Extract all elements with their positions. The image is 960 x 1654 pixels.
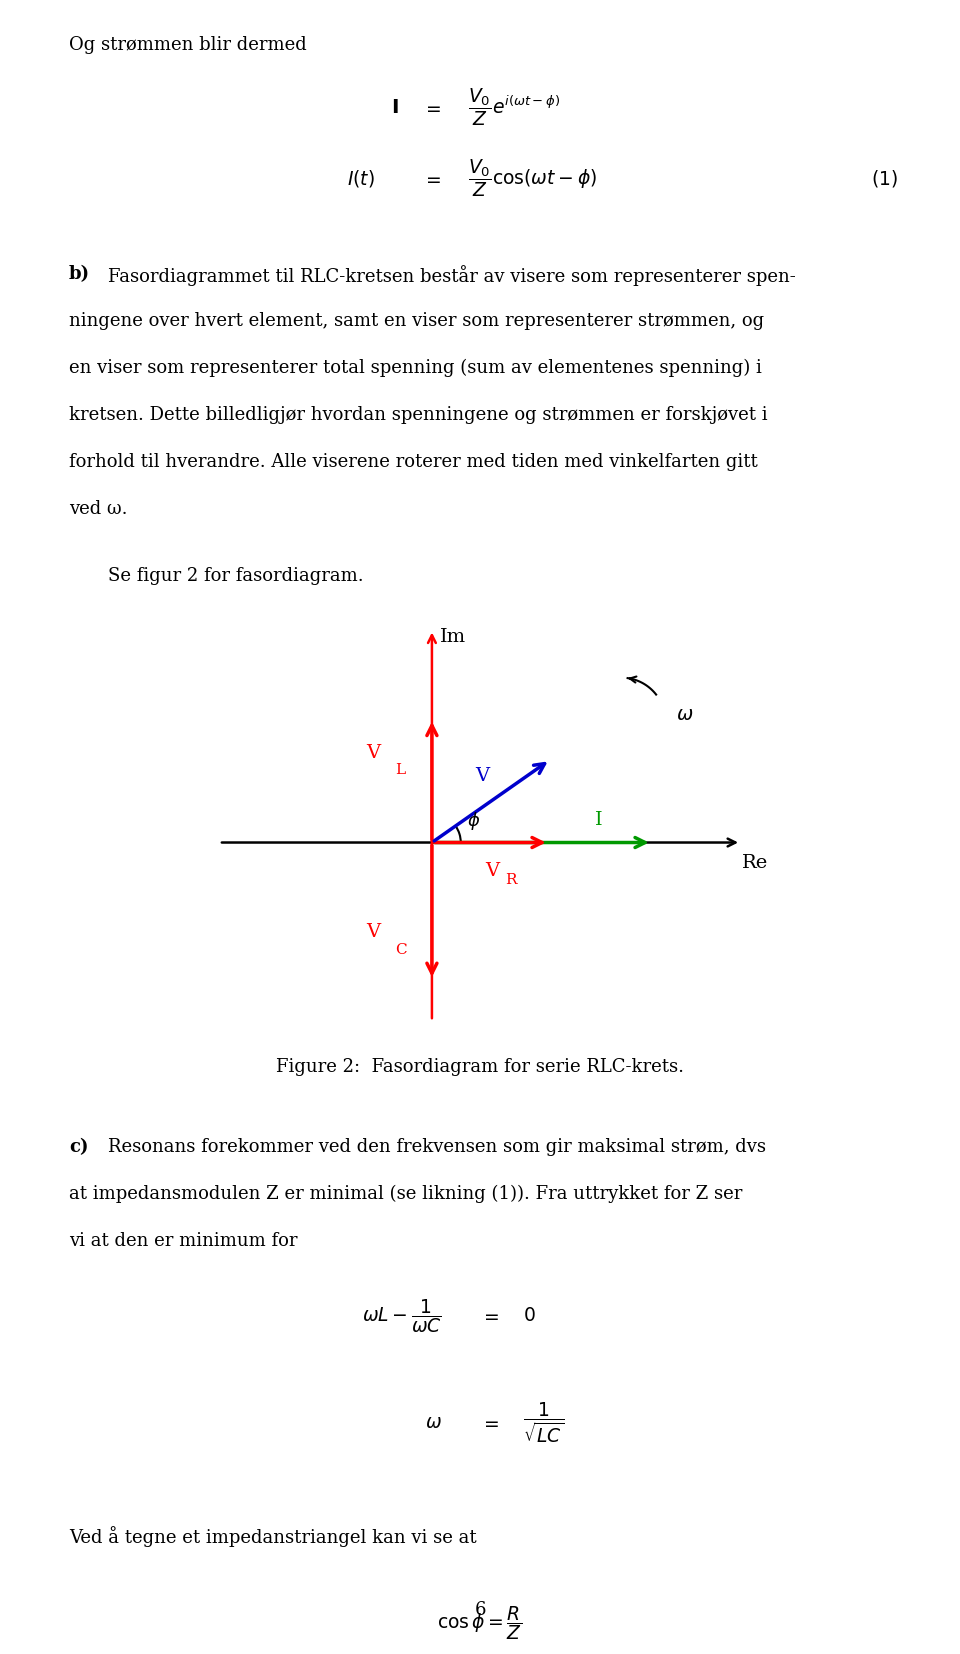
Text: c): c): [69, 1138, 88, 1156]
Text: b): b): [69, 265, 90, 283]
Text: $I(t)$: $I(t)$: [347, 169, 374, 189]
Text: forhold til hverandre. Alle viserene roterer med tiden med vinkelfarten gitt: forhold til hverandre. Alle viserene rot…: [69, 453, 757, 471]
Text: en viser som representerer total spenning (sum av elementenes spenning) i: en viser som representerer total spennin…: [69, 359, 762, 377]
Text: L: L: [395, 762, 405, 777]
Text: $=$: $=$: [422, 170, 442, 187]
Text: V: V: [366, 923, 380, 941]
Text: $\dfrac{V_0}{Z}e^{i(\omega t-\phi)}$: $\dfrac{V_0}{Z}e^{i(\omega t-\phi)}$: [468, 88, 561, 127]
Text: Fasordiagrammet til RLC-kretsen består av visere som representerer spen-: Fasordiagrammet til RLC-kretsen består a…: [108, 265, 795, 286]
Text: V: V: [474, 767, 489, 786]
Text: I: I: [595, 810, 603, 829]
Text: Figure 2:  Fasordiagram for serie RLC-krets.: Figure 2: Fasordiagram for serie RLC-kre…: [276, 1059, 684, 1075]
Text: $=$: $=$: [422, 99, 442, 116]
Text: $\omega$: $\omega$: [424, 1414, 442, 1432]
Text: $\dfrac{V_0}{Z}\cos(\omega t - \phi)$: $\dfrac{V_0}{Z}\cos(\omega t - \phi)$: [468, 159, 597, 198]
Text: Ved å tegne et impedanstriangel kan vi se at: Ved å tegne et impedanstriangel kan vi s…: [69, 1527, 477, 1546]
Text: $\dfrac{1}{\sqrt{LC}}$: $\dfrac{1}{\sqrt{LC}}$: [523, 1401, 564, 1446]
Text: $=$: $=$: [480, 1307, 499, 1325]
Text: at impedansmodulen Z er minimal (se likning (1)). Fra uttrykket for Z ser: at impedansmodulen Z er minimal (se likn…: [69, 1184, 742, 1204]
Text: Se figur 2 for fasordiagram.: Se figur 2 for fasordiagram.: [108, 567, 363, 586]
Text: $=$: $=$: [480, 1414, 499, 1432]
Text: vi at den er minimum for: vi at den er minimum for: [69, 1232, 298, 1250]
Text: 6: 6: [474, 1601, 486, 1619]
Text: V: V: [366, 744, 380, 762]
Text: $\omega$: $\omega$: [677, 706, 694, 724]
Text: $0$: $0$: [523, 1307, 536, 1325]
Text: ningene over hvert element, samt en viser som representerer strømmen, og: ningene over hvert element, samt en vise…: [69, 311, 764, 329]
Text: Im: Im: [441, 629, 467, 647]
Text: $\omega L - \dfrac{1}{\omega C}$: $\omega L - \dfrac{1}{\omega C}$: [362, 1297, 442, 1335]
Text: C: C: [395, 943, 406, 956]
Text: Re: Re: [742, 853, 769, 872]
Text: $\phi$: $\phi$: [467, 809, 480, 832]
Text: Og strømmen blir dermed: Og strømmen blir dermed: [69, 36, 307, 55]
Text: R: R: [505, 873, 516, 887]
Text: Resonans forekommer ved den frekvensen som gir maksimal strøm, dvs: Resonans forekommer ved den frekvensen s…: [108, 1138, 765, 1156]
Text: V: V: [486, 862, 500, 880]
Text: ved ω.: ved ω.: [69, 501, 128, 518]
Text: $\cos\phi = \dfrac{R}{Z}$: $\cos\phi = \dfrac{R}{Z}$: [438, 1604, 522, 1641]
Text: $\mathbf{I}$: $\mathbf{I}$: [391, 98, 398, 117]
Text: kretsen. Dette billedligjør hvordan spenningene og strømmen er forskjøvet i: kretsen. Dette billedligjør hvordan spen…: [69, 407, 768, 423]
Text: $(1)$: $(1)$: [871, 169, 898, 189]
